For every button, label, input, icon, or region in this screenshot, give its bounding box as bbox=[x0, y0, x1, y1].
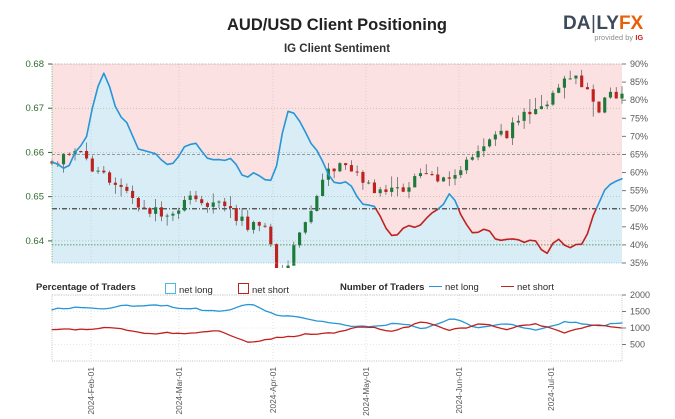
svg-text:500: 500 bbox=[630, 340, 645, 350]
svg-text:1500: 1500 bbox=[630, 307, 650, 317]
svg-text:0.66: 0.66 bbox=[26, 147, 45, 158]
svg-text:90%: 90% bbox=[630, 60, 648, 69]
svg-text:85%: 85% bbox=[630, 77, 648, 87]
svg-text:1000: 1000 bbox=[630, 323, 650, 333]
svg-text:70%: 70% bbox=[630, 131, 648, 141]
svg-text:0.67: 0.67 bbox=[26, 103, 45, 114]
svg-text:2024-Jul-01: 2024-Jul-01 bbox=[546, 367, 556, 411]
svg-text:55%: 55% bbox=[630, 186, 648, 196]
svg-text:2000: 2000 bbox=[630, 290, 650, 300]
svg-text:60%: 60% bbox=[630, 168, 648, 178]
svg-text:0.64: 0.64 bbox=[26, 236, 45, 247]
svg-text:2024-Feb-01: 2024-Feb-01 bbox=[86, 367, 96, 415]
svg-text:45%: 45% bbox=[630, 222, 648, 232]
svg-text:2024-Jun-01: 2024-Jun-01 bbox=[454, 367, 464, 414]
svg-text:0.68: 0.68 bbox=[26, 60, 45, 70]
svg-text:80%: 80% bbox=[630, 95, 648, 105]
svg-text:50%: 50% bbox=[630, 204, 648, 214]
svg-text:35%: 35% bbox=[630, 258, 648, 268]
svg-text:40%: 40% bbox=[630, 240, 648, 250]
svg-text:2024-May-01: 2024-May-01 bbox=[361, 367, 371, 416]
svg-text:75%: 75% bbox=[630, 113, 648, 123]
svg-text:2024-Mar-01: 2024-Mar-01 bbox=[174, 367, 184, 415]
svg-text:2024-Apr-01: 2024-Apr-01 bbox=[268, 367, 278, 414]
svg-text:0.65: 0.65 bbox=[26, 192, 45, 203]
svg-text:65%: 65% bbox=[630, 149, 648, 159]
